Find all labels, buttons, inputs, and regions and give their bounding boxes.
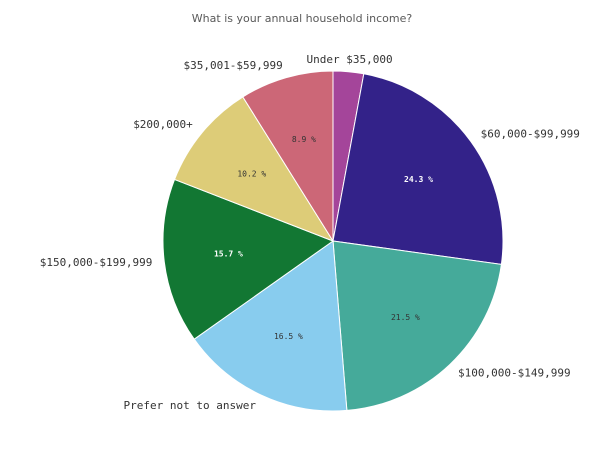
pie-slice-200-000[interactable] [173, 96, 335, 243]
slice-category-label: $100,000-$149,999 [458, 366, 571, 379]
slice-category-label: $60,000-$99,999 [481, 128, 580, 141]
slice-value-label: 8.9 % [292, 135, 316, 144]
pie-slice-prefer-not-to-answer[interactable] [193, 240, 348, 412]
chart-title: What is your annual household income? [191, 12, 413, 25]
slice-value-label: 21.5 % [391, 313, 420, 322]
pie-slice-60-000-99-999[interactable] [332, 73, 504, 265]
slice-category-label: $200,000+ [133, 118, 193, 131]
slice-value-label: 24.3 % [404, 175, 433, 184]
pie-slice-100-000-149-999[interactable] [332, 240, 502, 411]
slice-value-label: 10.2 % [237, 169, 266, 178]
slice-value-label: 15.7 % [214, 249, 243, 258]
slice-category-label: Prefer not to answer [124, 399, 257, 412]
slice-value-label: 16.5 % [274, 332, 303, 341]
pie-slice-35-001-59-999[interactable] [242, 70, 334, 243]
slice-category-label: $35,001-$59,999 [183, 59, 282, 72]
slice-category-label: Under $35,000 [307, 53, 393, 66]
pie-slice-150-000-199-999[interactable] [162, 178, 335, 340]
slice-category-label: $150,000-$199,999 [40, 256, 153, 269]
